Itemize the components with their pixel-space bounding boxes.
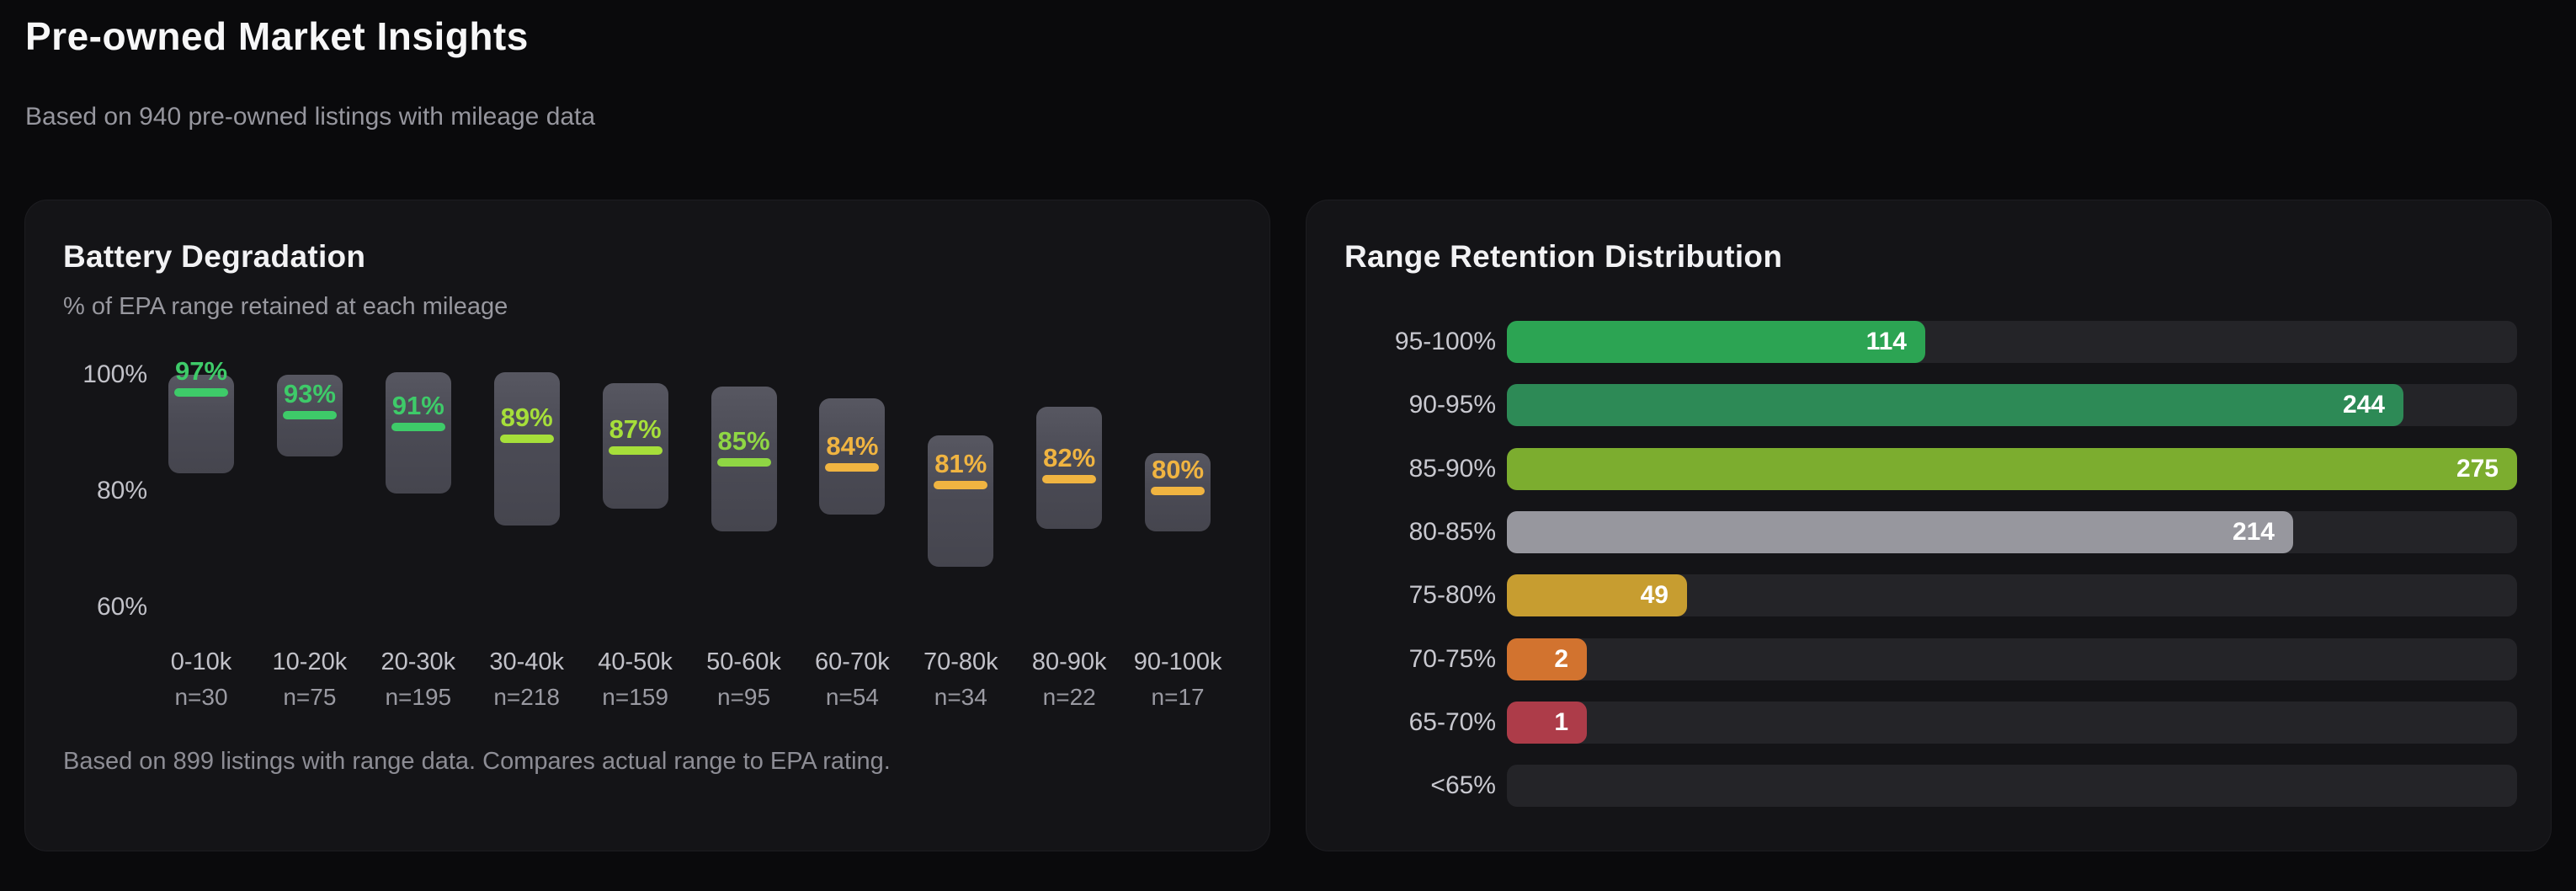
bar-value: 2 — [1554, 644, 1568, 673]
page-subtitle: Based on 940 pre-owned listings with mil… — [25, 103, 596, 131]
median-label: 85% — [717, 425, 770, 456]
x-tick-label: 80-90k — [1031, 648, 1107, 675]
box-range — [385, 371, 451, 494]
bar-value: 114 — [1865, 328, 1907, 355]
sample-size-label: n=218 — [493, 684, 560, 710]
bar-row-label: 95-100% — [1394, 328, 1496, 355]
median-label: 82% — [1043, 443, 1096, 473]
bar-value: 1 — [1554, 707, 1568, 736]
bar-fill: 1 — [1507, 701, 1587, 744]
bar-row: 95-100% 114 — [1344, 321, 2517, 363]
x-tick-label: 30-40k — [489, 648, 565, 675]
range-retention-card: Range Retention Distribution 95-100% 114 9… — [1307, 200, 2551, 851]
bar-track: 244 — [1507, 384, 2517, 427]
bar-row: 85-90% 275 — [1344, 447, 2517, 490]
battery-card-subtitle: % of EPA range retained at each mileage — [63, 293, 508, 320]
median-line — [1151, 487, 1206, 495]
x-tick-label: 70-80k — [923, 648, 998, 675]
bar-row: 75-80% 49 — [1344, 574, 2517, 617]
x-tick-label: 40-50k — [598, 648, 673, 675]
median-label: 97% — [174, 355, 228, 386]
median-line — [825, 463, 880, 472]
bar-track: 1 — [1507, 701, 2517, 744]
median-label: 93% — [283, 379, 336, 409]
box-range — [493, 371, 560, 526]
median-line — [174, 387, 228, 397]
x-tick-label: 0-10k — [170, 648, 232, 675]
sample-size-label: n=17 — [1151, 684, 1205, 710]
battery-card-footnote: Based on 899 listings with range data. C… — [63, 748, 891, 775]
bar-row: 90-95% 244 — [1344, 384, 2517, 427]
x-tick-label: 60-70k — [815, 648, 890, 675]
x-tick-label: 90-100k — [1133, 648, 1222, 675]
bar-row-label: 70-75% — [1408, 644, 1496, 673]
retention-card-title: Range Retention Distribution — [1344, 239, 1783, 274]
x-tick-label: 10-20k — [272, 648, 348, 675]
box-range — [1036, 406, 1103, 529]
bar-row-label: 65-70% — [1408, 707, 1496, 736]
bar-track — [1507, 765, 2517, 808]
bar-row-label: <65% — [1430, 771, 1496, 800]
bar-value: 244 — [2342, 391, 2385, 419]
bar-row-label: 90-95% — [1408, 391, 1496, 419]
bar-row: 65-70% 1 — [1344, 701, 2517, 744]
median-line — [934, 481, 988, 490]
y-tick-label: 60% — [96, 593, 147, 621]
bar-fill: 114 — [1507, 321, 1925, 363]
median-line — [282, 411, 337, 420]
battery-degradation-card: Battery Degradation % of EPA range retai… — [25, 200, 1269, 851]
sample-size-label: n=30 — [174, 684, 228, 710]
median-line — [391, 423, 445, 432]
bar-track: 2 — [1507, 638, 2517, 680]
bar-fill: 275 — [1507, 447, 2517, 490]
median-label: 84% — [826, 431, 879, 462]
sample-size-label: n=22 — [1042, 684, 1096, 710]
bar-value: 275 — [2456, 454, 2499, 483]
median-line — [499, 434, 554, 443]
y-tick-label: 100% — [82, 360, 147, 388]
bar-fill: 49 — [1507, 574, 1687, 617]
page-title: Pre-owned Market Insights — [25, 14, 529, 58]
bar-track: 275 — [1507, 447, 2517, 490]
median-line — [608, 446, 663, 455]
median-line — [1042, 475, 1097, 484]
box-range — [928, 435, 994, 567]
x-tick-label: 20-30k — [381, 648, 456, 675]
sample-size-label: n=159 — [602, 684, 668, 710]
bar-track: 49 — [1507, 574, 2517, 617]
sample-size-label: n=54 — [825, 684, 879, 710]
x-tick-label: 50-60k — [706, 648, 781, 675]
sample-size-label: n=75 — [283, 684, 337, 710]
median-label: 80% — [1152, 455, 1205, 484]
bar-track: 214 — [1507, 510, 2517, 553]
bar-value: 214 — [2232, 517, 2275, 546]
bar-row: <65% — [1344, 765, 2517, 808]
median-label: 91% — [391, 391, 444, 421]
y-tick-label: 80% — [96, 477, 147, 504]
bar-value: 49 — [1640, 581, 1669, 610]
bar-track: 114 — [1507, 321, 2517, 363]
box-range — [819, 397, 886, 515]
sample-size-label: n=195 — [385, 684, 452, 710]
bar-row-label: 80-85% — [1408, 517, 1496, 546]
median-line — [716, 457, 771, 467]
bar-row-label: 85-90% — [1408, 454, 1496, 483]
bar-fill: 2 — [1507, 638, 1587, 680]
median-label: 87% — [609, 413, 662, 444]
bar-fill: 244 — [1507, 384, 2403, 427]
bar-fill: 214 — [1507, 510, 2293, 553]
battery-chart: 100% 80% 60% 97% 0-10k n=30 93% 10-20k n=75 91% 20… — [63, 337, 1233, 724]
box-range — [602, 383, 668, 509]
battery-card-title: Battery Degradation — [63, 239, 366, 274]
median-label: 81% — [934, 449, 987, 479]
sample-size-label: n=95 — [716, 684, 771, 710]
bar-row: 70-75% 2 — [1344, 638, 2517, 680]
bar-row: 80-85% 214 — [1344, 510, 2517, 553]
median-label: 89% — [500, 402, 553, 432]
sample-size-label: n=34 — [934, 684, 987, 710]
bar-row-label: 75-80% — [1408, 581, 1496, 610]
